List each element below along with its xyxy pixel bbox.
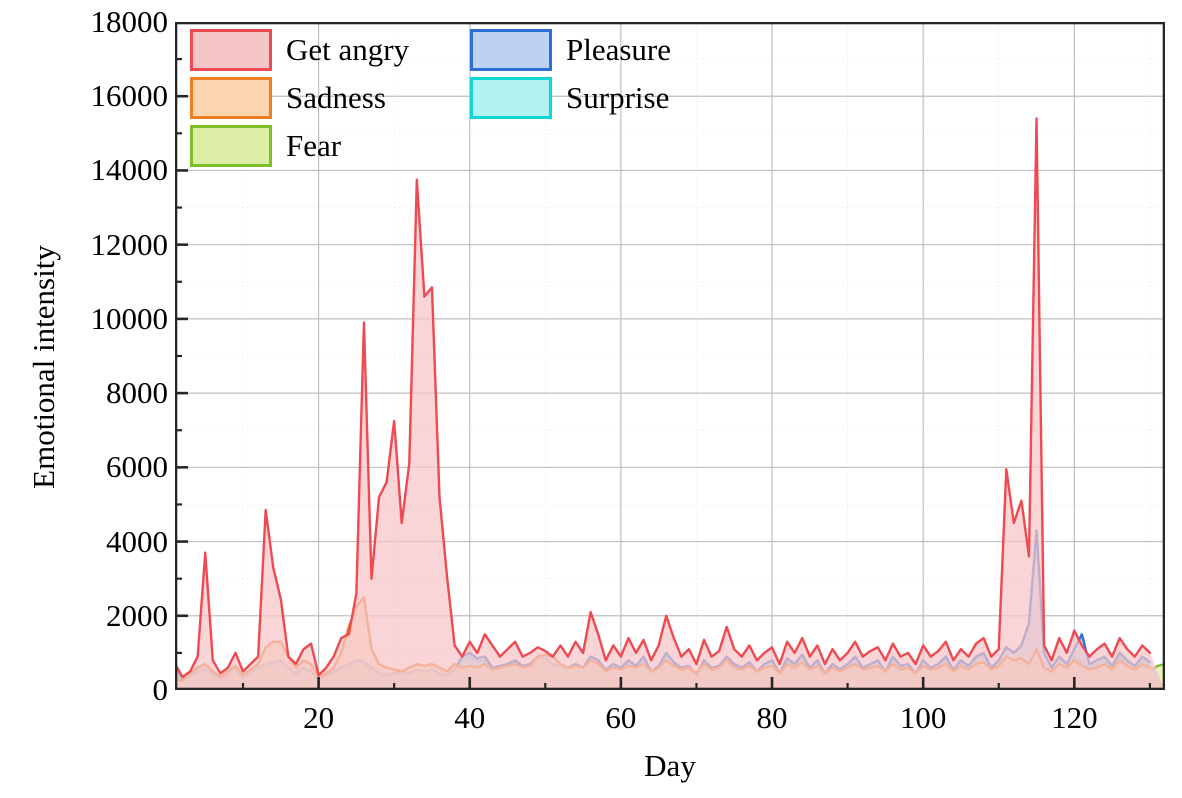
- legend-item[interactable]: Fear: [190, 122, 409, 170]
- y-tick-label: 2000: [106, 597, 168, 633]
- y-tick-label: 14000: [90, 152, 169, 188]
- plot-area: [175, 22, 1165, 690]
- legend-item[interactable]: Pleasure: [470, 26, 671, 74]
- series-get-angry: [175, 117, 1165, 690]
- y-tick-label: 0: [152, 672, 169, 707]
- y-tick-label: 18000: [90, 4, 169, 39]
- legend-swatch: [470, 77, 552, 119]
- y-tick-label: 4000: [106, 523, 168, 559]
- legend-item[interactable]: Sadness: [190, 74, 409, 122]
- legend-swatch: [470, 29, 552, 71]
- legend-label: Get angry: [286, 32, 410, 67]
- x-tick-label: 20: [303, 700, 335, 735]
- legend-swatch: [190, 77, 272, 119]
- x-tick-label: 40: [454, 700, 486, 735]
- x-tick-label: 60: [605, 700, 637, 735]
- y-tick-label: 6000: [106, 449, 168, 485]
- x-tick-label: 80: [756, 700, 788, 735]
- legend-swatch: [190, 125, 272, 167]
- x-tick-label: 120: [1051, 700, 1098, 735]
- x-axis-title: Day: [644, 748, 696, 783]
- legend-label: Fear: [286, 128, 342, 163]
- y-tick-label: 10000: [90, 300, 169, 336]
- y-tick-label: 8000: [106, 375, 168, 411]
- chart-canvas: [175, 22, 1165, 690]
- legend-column: Pleasure Surprise: [470, 26, 671, 122]
- x-tick-label: 100: [899, 700, 947, 735]
- legend-column: Get angry Sadness Fear: [190, 26, 409, 170]
- y-tick-label: 12000: [90, 226, 169, 262]
- legend-label: Pleasure: [566, 32, 672, 67]
- legend-label: Sadness: [286, 80, 386, 115]
- plot-frame: [175, 22, 1165, 690]
- y-tick-label: 16000: [90, 78, 169, 114]
- legend-label: Surprise: [566, 80, 670, 115]
- series-area: [175, 118, 1165, 690]
- y-axis-title: Emotional intensity: [26, 245, 61, 489]
- legend-item[interactable]: Surprise: [470, 74, 671, 122]
- legend-swatch: [190, 29, 272, 71]
- legend-item[interactable]: Get angry: [190, 26, 409, 74]
- series-line: [175, 117, 1152, 679]
